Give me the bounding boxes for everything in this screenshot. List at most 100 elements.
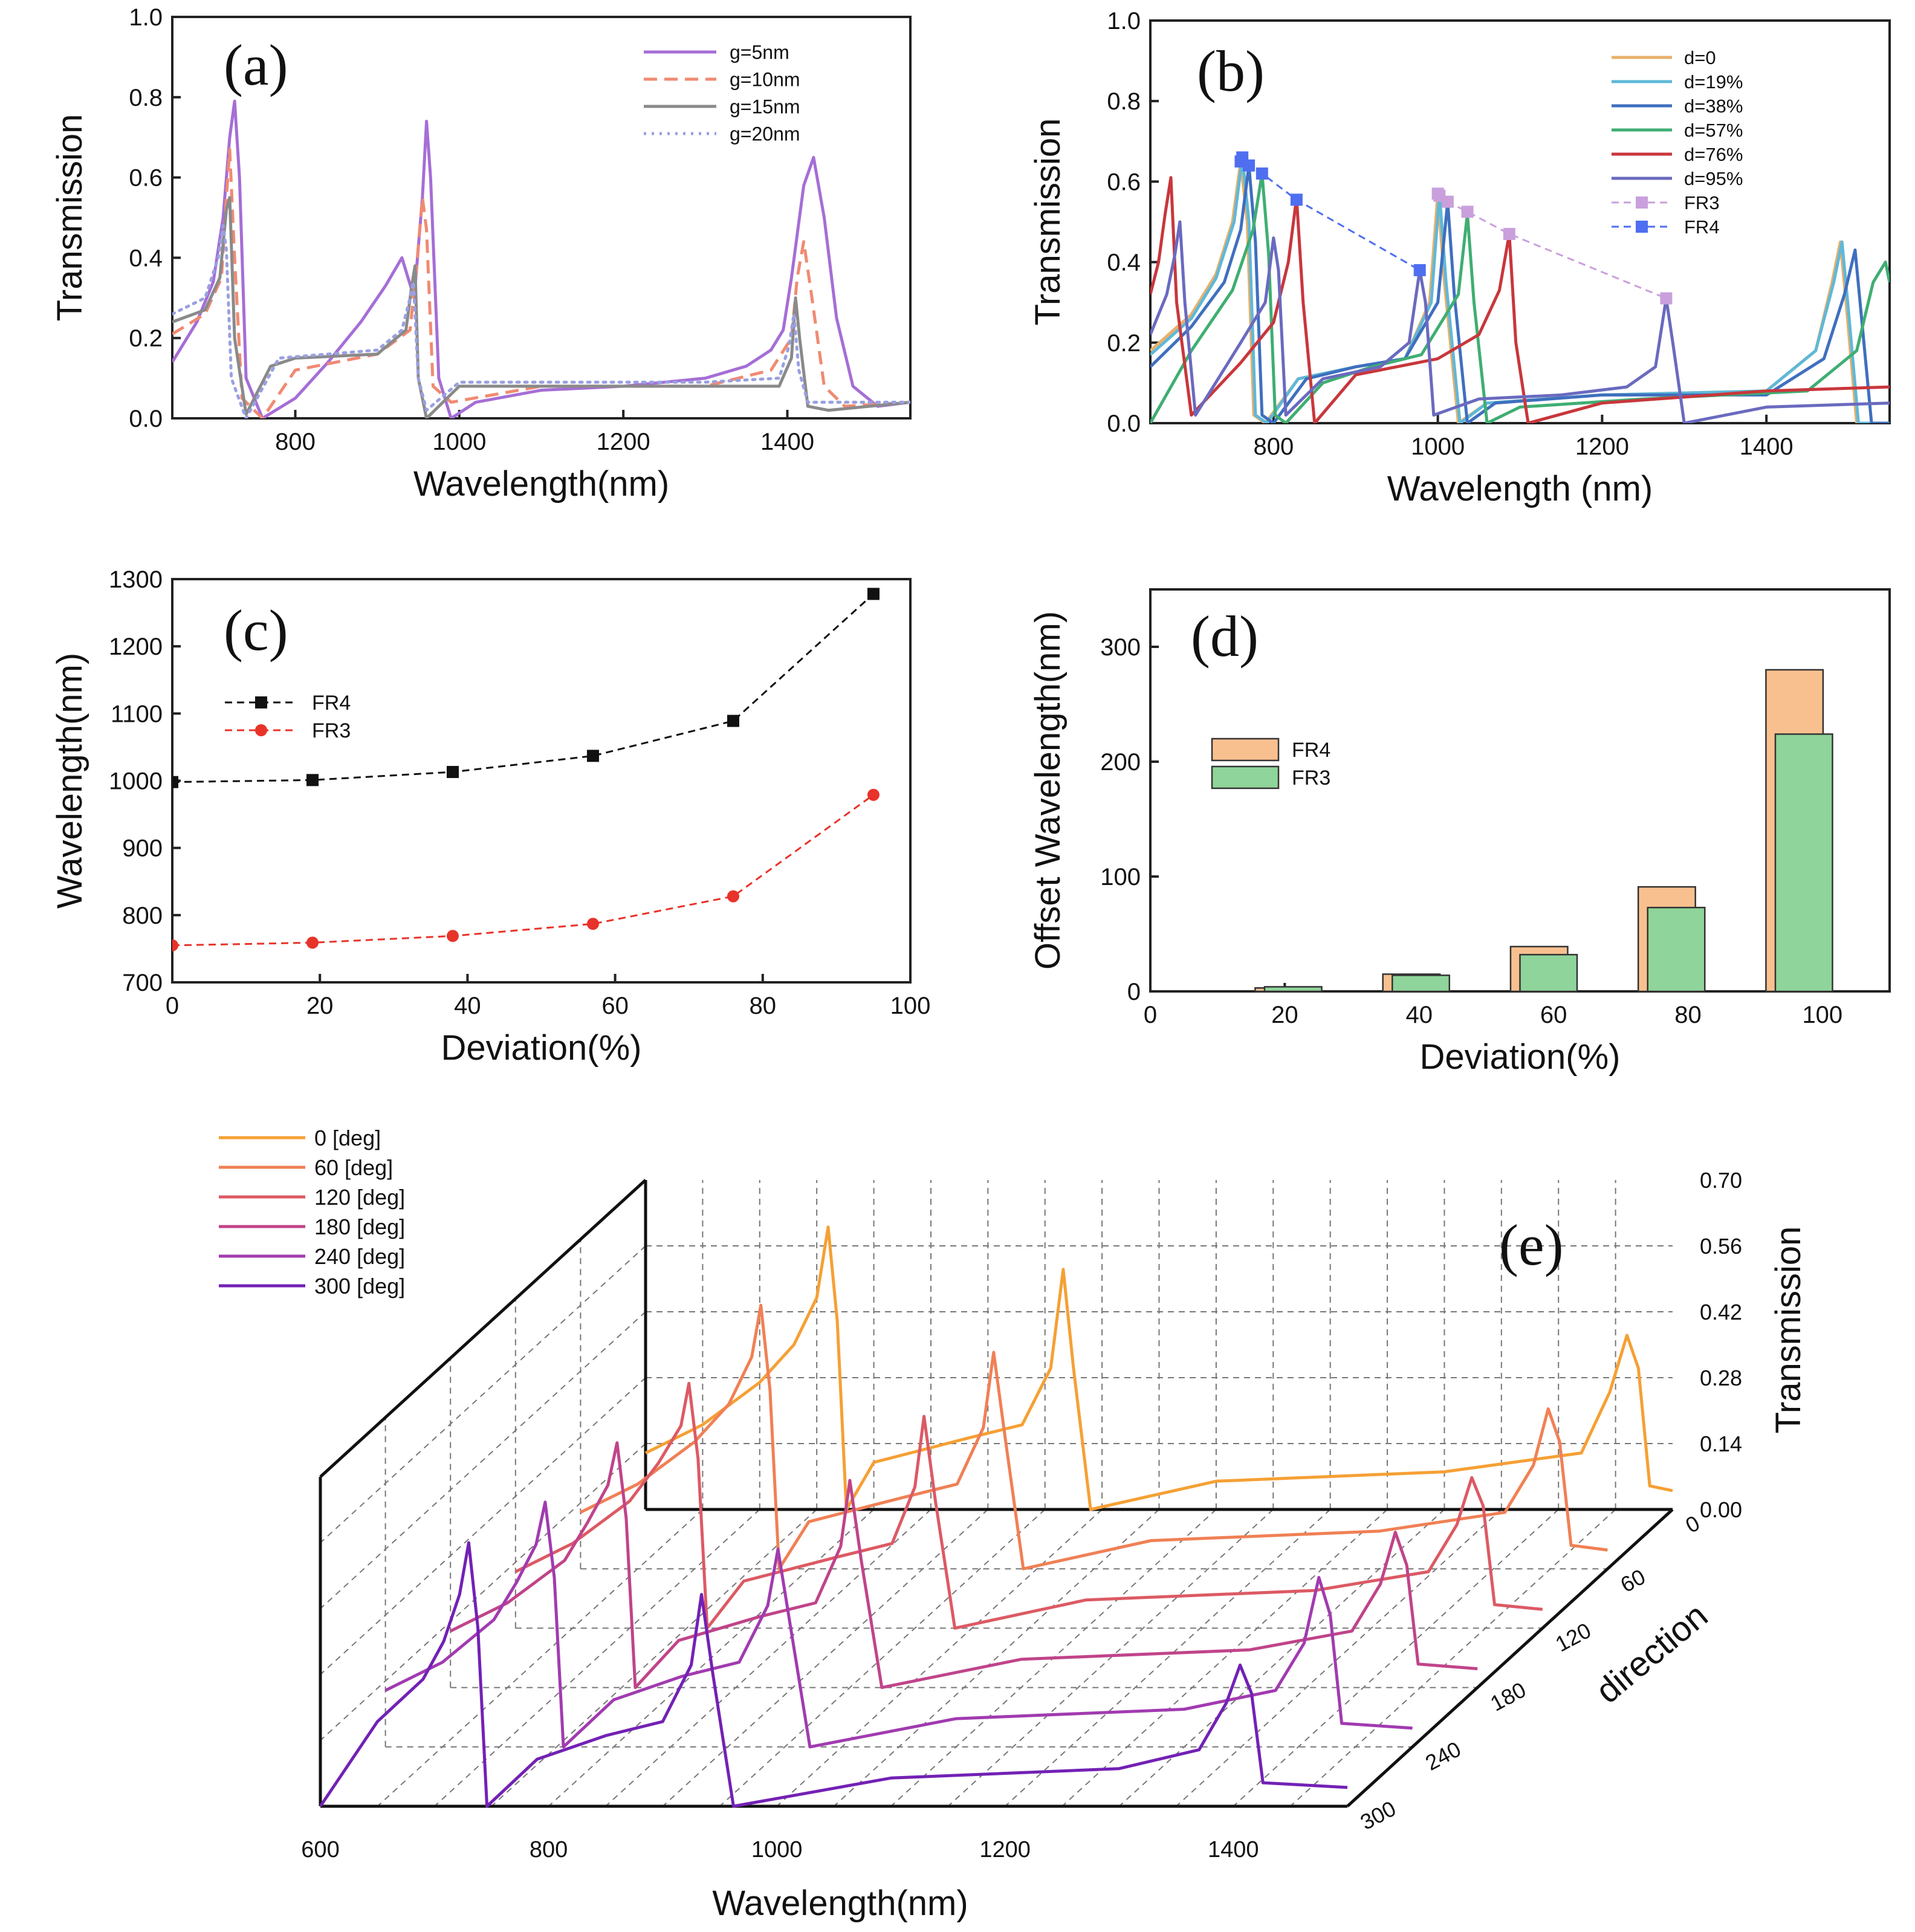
x-tick-label: 0 xyxy=(1144,1002,1157,1028)
series-line-g=5nm xyxy=(172,99,910,418)
floor-gridline xyxy=(662,1509,989,1807)
data-point-FR3 xyxy=(727,890,739,903)
legend-swatch xyxy=(1211,765,1280,789)
legend-label: 240 [deg] xyxy=(314,1244,405,1269)
legend-label: d=0 xyxy=(1684,47,1716,68)
bar-FR3 xyxy=(1263,986,1323,993)
series-line-d=57% xyxy=(1150,172,1890,423)
floor-gridline xyxy=(776,1509,1103,1807)
y-tick-label: 800 xyxy=(122,903,163,929)
x-tick-label: 80 xyxy=(750,993,777,1019)
data-point-FR4 xyxy=(867,588,880,600)
legend-label: 120 [deg] xyxy=(314,1185,405,1210)
bar-FR3 xyxy=(1774,733,1833,993)
z-tick-label: 0.56 xyxy=(1700,1234,1742,1259)
bar-FR3 xyxy=(1392,974,1451,993)
legend-label: g=5nm xyxy=(730,42,789,63)
y-tick-label: 0.4 xyxy=(1107,250,1141,276)
y-tick-label: 1100 xyxy=(111,701,163,727)
y-tick-label: 1200 xyxy=(109,634,163,660)
x-axis-title: Wavelength(nm) xyxy=(712,1884,968,1923)
legend-label: FR4 xyxy=(312,692,351,715)
z-tick-label: 0.70 xyxy=(1700,1168,1742,1193)
series-line-g=15nm xyxy=(172,196,910,418)
x-tick-label: 1000 xyxy=(1411,433,1465,460)
box-edge xyxy=(1346,1508,1674,1807)
y-axis-title: Offset Wavelength(nm) xyxy=(1028,611,1068,970)
box-edge xyxy=(319,1179,647,1478)
legend-label: d=38% xyxy=(1684,96,1743,117)
series-line-60-deg- xyxy=(580,1303,1608,1571)
series-line-d=19% xyxy=(1150,155,1890,423)
side-wall-gridline xyxy=(320,1377,646,1675)
legend-marker xyxy=(1636,221,1648,233)
data-point-FR4 xyxy=(727,715,739,727)
panel-label: (e) xyxy=(1499,1213,1564,1277)
y-tick-label: 0.6 xyxy=(1107,169,1141,195)
y-tick-label: 0.8 xyxy=(1107,88,1141,115)
data-point-FR3 xyxy=(1660,292,1673,305)
data-point-FR3 xyxy=(867,788,880,801)
data-point-FR3 xyxy=(306,936,319,949)
floor-gridline xyxy=(434,1509,760,1807)
side-wall-gridline xyxy=(320,1443,646,1741)
x-tick-label: 1400 xyxy=(1740,433,1793,460)
plot-frame xyxy=(171,16,912,420)
x-tick-label: 800 xyxy=(530,1837,568,1862)
x-tick-label: 20 xyxy=(1271,1002,1298,1028)
y-tick-label: 700 xyxy=(122,970,163,996)
floor-gridline xyxy=(491,1509,817,1807)
x-tick-label: 60 xyxy=(601,993,629,1019)
legend-marker xyxy=(255,724,267,736)
panel-label: (d) xyxy=(1191,604,1259,669)
floor-gridline xyxy=(1118,1509,1445,1807)
legend-label: d=95% xyxy=(1684,168,1743,189)
x-tick-label: 40 xyxy=(454,993,481,1019)
floor-gridline xyxy=(947,1509,1274,1807)
legend-label: g=10nm xyxy=(730,69,800,91)
series-line-g=10nm xyxy=(172,147,910,418)
z-tick-label: 0.28 xyxy=(1700,1366,1742,1390)
legend-label: 60 [deg] xyxy=(314,1155,393,1180)
y-tick-label: 1300 xyxy=(109,566,163,593)
data-point-FR4 xyxy=(586,750,599,762)
x-tick-label: 100 xyxy=(890,993,931,1019)
floor-gridline xyxy=(833,1509,1160,1807)
bar-FR3 xyxy=(1519,953,1578,993)
y-tick-label: 900 xyxy=(122,835,163,862)
z-tick-label: 0.14 xyxy=(1700,1431,1742,1456)
y-tick-label: 1000 xyxy=(109,768,163,795)
series-line-d=76% xyxy=(1150,176,1890,423)
y-tick-label: 300 xyxy=(1100,634,1141,661)
series-line-d=95% xyxy=(1150,220,1890,423)
y-tick-label: 1.0 xyxy=(1107,8,1141,34)
x-axis-title: Wavelength(nm) xyxy=(413,464,669,504)
series-line-180-deg- xyxy=(450,1441,1478,1690)
floor-gridline xyxy=(1004,1509,1331,1807)
panel-label: (c) xyxy=(224,598,288,663)
series-line-300-deg- xyxy=(319,1541,1348,1808)
x-axis-title: Deviation(%) xyxy=(441,1028,642,1068)
data-point-FR3 xyxy=(1503,227,1515,240)
legend-label: d=76% xyxy=(1684,144,1743,165)
y-tick-label: 1.0 xyxy=(129,4,163,31)
legend-label: FR3 xyxy=(1684,192,1720,213)
data-point-FR3 xyxy=(1441,195,1454,208)
panel-b: 800 1000 1200 1400 0.0 0.2 0.4 0.6 0.8 1.0 Wavelen… xyxy=(1028,8,1891,508)
y-axis-title: Transmission xyxy=(50,114,89,322)
panel-label: (b) xyxy=(1197,39,1265,103)
bar-FR3 xyxy=(1647,907,1706,993)
x-tick-label: 80 xyxy=(1674,1002,1702,1028)
data-point-FR4 xyxy=(446,766,459,779)
legend-label: g=20nm xyxy=(730,123,800,145)
x-tick-label: 1400 xyxy=(760,429,814,455)
legend-label: 0 [deg] xyxy=(314,1126,381,1150)
legend-label: FR3 xyxy=(1292,767,1330,789)
x-tick-label: 0 xyxy=(166,993,179,1019)
x-tick-label: 40 xyxy=(1405,1002,1433,1028)
series-line-FR4 xyxy=(172,593,875,783)
side-wall-gridline xyxy=(320,1245,646,1543)
x-tick-label: 800 xyxy=(1253,433,1294,460)
floor-gridline xyxy=(1061,1509,1388,1807)
y-tick-label: 0.0 xyxy=(1107,410,1141,437)
